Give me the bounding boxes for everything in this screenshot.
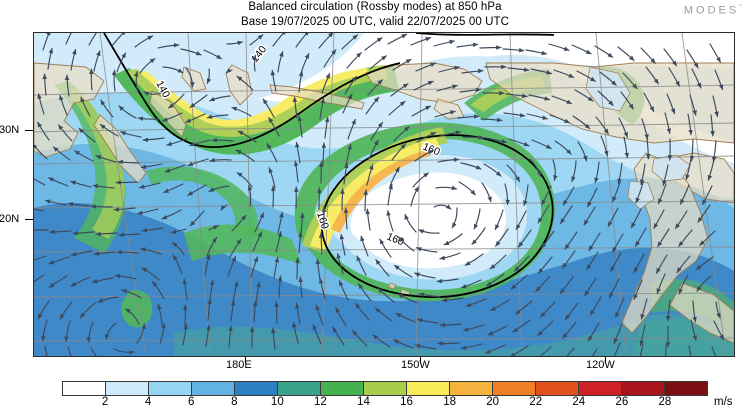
colorbar-tick-10: 10 <box>262 396 292 408</box>
map-plot-area[interactable]: 140 140 160 160 160 <box>33 32 735 357</box>
wind-arrow <box>665 345 666 356</box>
colorbar-cell-4 <box>235 382 278 395</box>
colorbar-tick-14: 14 <box>348 396 378 408</box>
lat-tick-label-30n: 30N <box>0 124 19 136</box>
brand-text: MODES <box>684 5 739 17</box>
colorbar-tick-4: 4 <box>133 396 163 408</box>
colorbar-cell-13 <box>622 382 665 395</box>
colorbar-tick-6: 6 <box>176 396 206 408</box>
colorbar-tick-8: 8 <box>219 396 249 408</box>
colorbar-cell-14 <box>665 382 707 395</box>
wind-arrow <box>277 302 278 323</box>
colorbar-tick-24: 24 <box>564 396 594 408</box>
chart-title-block: Balanced circulation (Rossby modes) at 8… <box>0 0 750 30</box>
colorbar-cell-9 <box>450 382 493 395</box>
colorbar-tick-20: 20 <box>478 396 508 408</box>
colorbar-cell-12 <box>579 382 622 395</box>
page-title: Balanced circulation (Rossby modes) at 8… <box>0 0 750 15</box>
colorbar-cell-8 <box>407 382 450 395</box>
colorbar-tick-22: 22 <box>521 396 551 408</box>
colorbar-tick-2: 2 <box>90 396 120 408</box>
wind-arrow <box>480 48 501 49</box>
wind-speed-map: 140 140 160 160 160 <box>34 33 734 356</box>
colorbar-cell-2 <box>149 382 192 395</box>
chart-subtitle: Base 19/07/2025 00 UTC, valid 22/07/2025… <box>0 15 750 30</box>
brand-mark: ° <box>739 4 742 11</box>
wind-arrow <box>438 343 459 344</box>
wind-arrow <box>342 189 343 210</box>
lat-tick-mark-30n <box>25 130 33 131</box>
lon-tick-label-120w: 120W <box>586 359 615 371</box>
colorbar-units-label: m/s <box>714 396 733 408</box>
colorbar-tick-12: 12 <box>305 396 335 408</box>
map-canvas: 140 140 160 160 160 <box>34 33 734 356</box>
lon-tick-label-150w: 150W <box>401 359 430 371</box>
lat-tick-mark-20n <box>25 219 33 220</box>
colorbar-cell-6 <box>321 382 364 395</box>
colorbar-tick-26: 26 <box>607 396 637 408</box>
colorbar-cell-0 <box>63 382 106 395</box>
colorbar-cell-11 <box>536 382 579 395</box>
colorbar-cell-7 <box>364 382 407 395</box>
wind-arrow <box>91 206 112 207</box>
lon-tick-mark-120w <box>605 356 606 363</box>
lon-tick-label-180e: 180E <box>226 359 252 371</box>
colorbar[interactable] <box>62 381 708 396</box>
colorbar-tick-18: 18 <box>435 396 465 408</box>
colorbar-tick-28: 28 <box>650 396 680 408</box>
lon-tick-mark-180e <box>245 356 246 363</box>
lat-tick-label-20n: 20N <box>0 213 19 225</box>
colorbar-cell-5 <box>278 382 321 395</box>
colorbar-tick-16: 16 <box>392 396 422 408</box>
lon-tick-mark-150w <box>420 356 421 363</box>
modes-logo: MODES° <box>684 4 742 17</box>
colorbar-cell-10 <box>493 382 536 395</box>
wind-arrow <box>297 258 298 279</box>
colorbar-cell-3 <box>192 382 235 395</box>
colorbar-cell-1 <box>106 382 149 395</box>
